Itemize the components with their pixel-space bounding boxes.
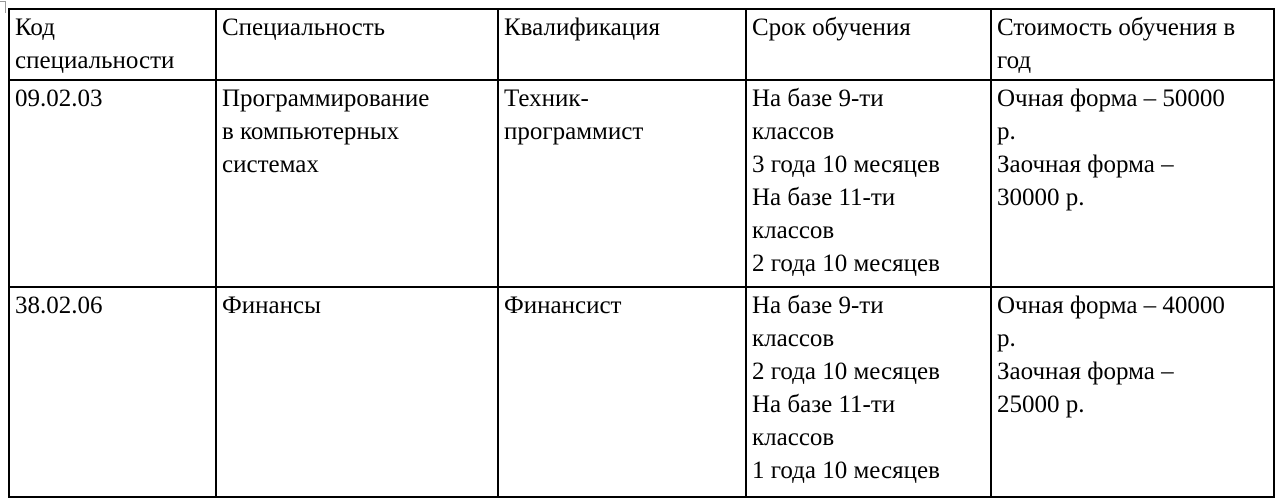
cell-qualification: Техник- программист [497, 79, 747, 288]
table-row: 09.02.03 Программирование в компьютерных… [8, 79, 1275, 288]
cell-duration: На базе 9-ти классов 3 года 10 месяцев Н… [745, 79, 992, 288]
specialties-table: Код специальности Специальность Квалифик… [8, 8, 1275, 498]
cell-specialty: Программирование в компьютерных системах [215, 79, 499, 288]
table-row: 38.02.06 Финансы Финансист На базе 9-ти … [8, 286, 1275, 498]
header-tuition: Стоимость обучения в год [990, 8, 1275, 81]
cell-qualification: Финансист [497, 286, 747, 498]
cell-specialty-code: 09.02.03 [8, 79, 217, 288]
header-specialty-code: Код специальности [8, 8, 217, 81]
header-qualification: Квалификация [497, 8, 747, 81]
cell-duration: На базе 9-ти классов 2 года 10 месяцев Н… [745, 286, 992, 498]
cell-specialty-code: 38.02.06 [8, 286, 217, 498]
cell-specialty: Финансы [215, 286, 499, 498]
cell-tuition: Очная форма – 40000 р. Заочная форма – 2… [990, 286, 1275, 498]
cell-tuition: Очная форма – 50000 р. Заочная форма – 3… [990, 79, 1275, 288]
page-crop-artifact [0, 1, 6, 13]
header-duration: Срок обучения [745, 8, 992, 81]
header-specialty: Специальность [215, 8, 499, 81]
table-header-row: Код специальности Специальность Квалифик… [8, 8, 1275, 81]
